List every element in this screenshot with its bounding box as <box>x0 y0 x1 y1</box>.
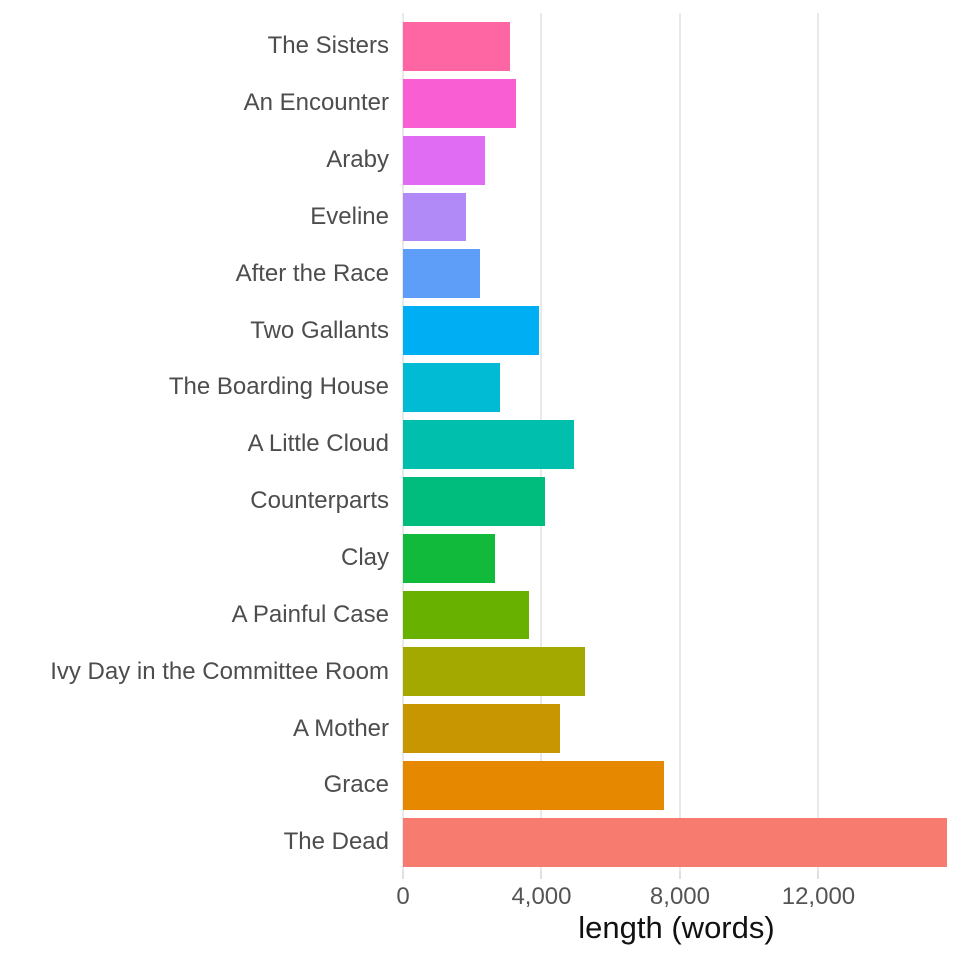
bar <box>403 249 481 299</box>
category-label: Eveline <box>310 202 389 230</box>
bar-row: A Mother <box>0 700 960 757</box>
bar-row: A Painful Case <box>0 587 960 644</box>
category-label: The Boarding House <box>168 373 389 401</box>
bar-row: Grace <box>0 757 960 814</box>
bar-row: Ivy Day in the Committee Room <box>0 643 960 700</box>
category-label: Ivy Day in the Committee Room <box>50 657 389 685</box>
category-label: Clay <box>340 543 389 571</box>
bar <box>403 192 466 242</box>
x-tick-label: 4,000 <box>511 883 572 910</box>
bar <box>403 363 500 412</box>
bar-track <box>403 245 950 302</box>
category-label: Counterparts <box>250 487 389 515</box>
bar-track <box>403 530 950 587</box>
bar-row: Eveline <box>0 189 960 246</box>
category-label: A Little Cloud <box>247 430 389 458</box>
bar-track <box>403 18 950 75</box>
category-label: Araby <box>326 145 389 173</box>
x-axis: 0 4,000 8,000 12,000 <box>396 871 950 911</box>
bar <box>403 78 516 128</box>
category-label: Two Gallants <box>250 316 389 344</box>
bar-row: Counterparts <box>0 473 960 530</box>
bar-track <box>403 587 950 644</box>
bar-row: The Boarding House <box>0 359 960 416</box>
bar-row: An Encounter <box>0 75 960 132</box>
bar-track <box>403 757 950 814</box>
bar <box>403 533 496 583</box>
bar-track <box>403 189 950 246</box>
bar <box>403 818 948 867</box>
bar-row: Clay <box>0 530 960 587</box>
category-label: Grace <box>323 771 389 799</box>
x-tick-label: 0 <box>396 883 410 910</box>
bar-track <box>403 359 950 416</box>
x-tick <box>540 871 543 879</box>
category-label: The Dead <box>283 828 389 856</box>
x-tick <box>402 871 404 879</box>
category-label: A Mother <box>292 714 389 742</box>
x-tick <box>817 871 820 879</box>
bar-row: The Dead <box>0 814 960 871</box>
bar-row: Two Gallants <box>0 302 960 359</box>
bar-track <box>403 75 950 132</box>
category-label: After the Race <box>235 259 389 287</box>
bar <box>403 476 546 526</box>
bar-row: A Little Cloud <box>0 416 960 473</box>
x-axis-title: length (words) <box>578 910 775 945</box>
bar <box>403 420 574 469</box>
bar <box>403 647 585 697</box>
gridline-8000 <box>678 13 681 871</box>
category-label: The Sisters <box>267 32 389 60</box>
bar <box>403 704 560 754</box>
bar <box>403 306 539 356</box>
bar-track <box>403 643 950 700</box>
bar-track <box>403 416 950 473</box>
category-label: A Painful Case <box>231 600 389 628</box>
x-tick <box>678 871 681 879</box>
category-label: An Encounter <box>243 89 389 117</box>
x-tick-label: 12,000 <box>781 883 856 910</box>
gridline-12000 <box>817 13 820 871</box>
bar-track <box>403 132 950 189</box>
x-tick-label: 8,000 <box>649 883 710 910</box>
bar <box>403 135 485 185</box>
bar-row: Araby <box>0 132 960 189</box>
bar-track <box>403 302 950 359</box>
bar-rows: The Sisters An Encounter Araby Eveline After… <box>0 18 960 871</box>
bar <box>403 22 510 71</box>
bar-track <box>403 700 950 757</box>
bar-row: The Sisters <box>0 18 960 75</box>
bar-track <box>403 814 950 871</box>
bar-track <box>403 473 950 530</box>
bar <box>403 761 664 810</box>
bar-row: After the Race <box>0 245 960 302</box>
bar <box>403 590 529 640</box>
